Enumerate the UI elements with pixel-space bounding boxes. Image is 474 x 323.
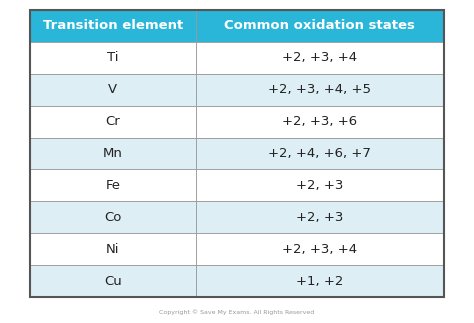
Bar bbox=[196, 10, 444, 42]
Text: Transition element: Transition element bbox=[43, 19, 183, 32]
Bar bbox=[196, 201, 444, 233]
Text: Cr: Cr bbox=[105, 115, 120, 128]
Bar bbox=[30, 42, 196, 74]
Bar bbox=[30, 170, 196, 201]
Bar bbox=[30, 138, 196, 170]
Text: V: V bbox=[108, 83, 118, 96]
Bar bbox=[30, 10, 444, 297]
Text: Common oxidation states: Common oxidation states bbox=[224, 19, 415, 32]
Bar bbox=[196, 265, 444, 297]
Text: Co: Co bbox=[104, 211, 121, 224]
Bar bbox=[30, 233, 196, 265]
Text: +2, +3, +4: +2, +3, +4 bbox=[282, 51, 357, 64]
Text: Mn: Mn bbox=[103, 147, 123, 160]
Text: Ti: Ti bbox=[107, 51, 118, 64]
Bar bbox=[30, 10, 196, 42]
Text: +2, +4, +6, +7: +2, +4, +6, +7 bbox=[268, 147, 371, 160]
Text: Ni: Ni bbox=[106, 243, 119, 256]
Bar bbox=[196, 74, 444, 106]
Text: +2, +3, +4, +5: +2, +3, +4, +5 bbox=[268, 83, 371, 96]
Text: Fe: Fe bbox=[105, 179, 120, 192]
Text: Cu: Cu bbox=[104, 275, 122, 287]
Text: +2, +3, +6: +2, +3, +6 bbox=[282, 115, 357, 128]
Text: +2, +3, +4: +2, +3, +4 bbox=[282, 243, 357, 256]
Text: Copyright © Save My Exams. All Rights Reserved: Copyright © Save My Exams. All Rights Re… bbox=[159, 309, 315, 315]
Bar bbox=[30, 265, 196, 297]
Bar bbox=[196, 233, 444, 265]
Bar bbox=[196, 138, 444, 170]
Bar bbox=[30, 74, 196, 106]
Bar bbox=[30, 106, 196, 138]
Bar bbox=[30, 201, 196, 233]
Bar bbox=[196, 170, 444, 201]
Text: +2, +3: +2, +3 bbox=[296, 211, 344, 224]
Bar bbox=[196, 106, 444, 138]
Text: +2, +3: +2, +3 bbox=[296, 179, 344, 192]
Text: +1, +2: +1, +2 bbox=[296, 275, 344, 287]
Bar bbox=[196, 42, 444, 74]
